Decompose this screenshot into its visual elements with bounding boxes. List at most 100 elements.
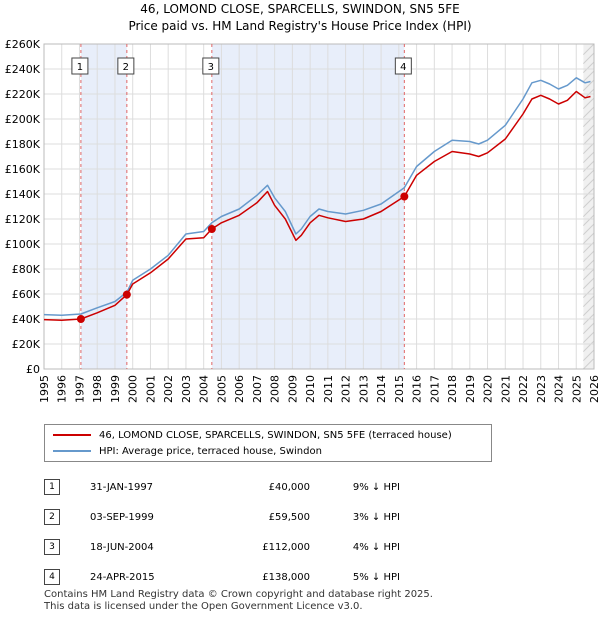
forecast-hatch — [583, 223, 595, 235]
sale-number-label: 4 — [400, 62, 406, 73]
table-row: 3 18-JUN-2004 £112,000 4% ↓ HPI — [44, 532, 400, 562]
legend-price-label: 46, LOMOND CLOSE, SPARCELLS, SWINDON, SN… — [99, 429, 452, 441]
forecast-hatch — [583, 295, 595, 307]
sale-price: £112,000 — [262, 541, 310, 553]
y-tick-label: £260K — [5, 38, 41, 51]
x-tick-label: 2020 — [482, 375, 495, 403]
y-tick-label: £220K — [5, 88, 41, 101]
forecast-hatch — [583, 43, 595, 55]
forecast-hatch — [583, 79, 595, 91]
x-tick-label: 1999 — [109, 375, 122, 403]
forecast-hatch — [583, 277, 595, 289]
y-tick-label: £80K — [12, 263, 41, 276]
x-tick-label: 2006 — [233, 375, 246, 403]
x-tick-label: 2002 — [162, 375, 175, 403]
x-tick-label: 2025 — [570, 375, 583, 403]
x-tick-label: 2023 — [535, 375, 548, 403]
forecast-hatch — [583, 268, 595, 280]
y-tick-label: £200K — [5, 113, 41, 126]
sale-number-box — [394, 57, 412, 75]
sale-hpi-diff: 5% ↓ HPI — [352, 571, 400, 583]
forecast-hatch — [583, 61, 595, 73]
forecast-hatch — [583, 178, 595, 190]
sales-table: 1 31-JAN-1997 £40,000 9% ↓ HPI 2 03-SEP-… — [44, 472, 400, 592]
sale-date: 31-JAN-1997 — [90, 481, 154, 493]
x-tick-label: 2016 — [411, 375, 424, 403]
table-row: 1 31-JAN-1997 £40,000 9% ↓ HPI — [44, 472, 400, 502]
x-tick-label: 1995 — [38, 375, 51, 403]
x-tick-label: 2001 — [144, 375, 157, 403]
sale-number-label: 3 — [208, 62, 214, 73]
sale-number-box — [117, 57, 135, 75]
y-tick-label: £100K — [5, 238, 41, 251]
shaded-period — [80, 44, 127, 369]
forecast-hatch — [583, 169, 595, 181]
forecast-hatch — [583, 115, 595, 127]
x-tick-label: 2014 — [375, 375, 388, 403]
sale-number-badge: 3 — [44, 539, 60, 555]
x-tick-label: 2026 — [588, 375, 600, 403]
chart-title: 46, LOMOND CLOSE, SPARCELLS, SWINDON, SN… — [140, 2, 460, 16]
y-tick-label: £140K — [5, 188, 41, 201]
x-tick-label: 1997 — [73, 375, 86, 403]
y-tick-label: £40K — [12, 313, 41, 326]
sale-price: £59,500 — [268, 511, 310, 523]
x-tick-label: 2012 — [340, 375, 353, 403]
sale-number-label: 1 — [77, 62, 83, 73]
legend-item-hpi: HPI: Average price, terraced house, Swin… — [53, 444, 322, 458]
forecast-hatch — [583, 160, 595, 172]
price-paid-line — [43, 90, 591, 322]
forecast-region — [583, 44, 594, 369]
price-chart: 1 2 3 4 £0 £20K £40K £60K £80K £100K £120K £140K £1… — [5, 38, 600, 403]
forecast-hatch — [583, 250, 595, 262]
sale-number-badge: 1 — [44, 479, 60, 495]
forecast-hatch — [583, 205, 595, 217]
y-tick-label: £160K — [5, 163, 41, 176]
sale-number-box — [202, 57, 220, 75]
forecast-hatch — [583, 97, 595, 109]
sale-number-badge: 4 — [44, 569, 60, 585]
x-tick-label: 2019 — [464, 375, 477, 403]
x-tick-label: 2005 — [215, 375, 228, 403]
forecast-hatch — [583, 133, 595, 145]
sale-point — [400, 192, 409, 201]
forecast-hatch — [583, 340, 595, 352]
x-tick-label: 2003 — [180, 375, 193, 403]
x-tick-label: 2007 — [251, 375, 264, 403]
x-tick-label: 2013 — [357, 375, 370, 403]
x-tick-label: 2015 — [393, 375, 406, 403]
x-tick-label: 2008 — [269, 375, 282, 403]
forecast-hatch — [583, 142, 595, 154]
x-tick-label: 2018 — [446, 375, 459, 403]
sale-hpi-diff: 9% ↓ HPI — [352, 481, 400, 493]
y-tick-label: £20K — [12, 338, 41, 351]
sale-price: £40,000 — [268, 481, 310, 493]
sale-point — [207, 225, 216, 233]
forecast-hatch — [583, 124, 595, 136]
price-line-swatch — [53, 434, 91, 436]
x-tick-label: 2024 — [553, 375, 566, 403]
y-tick-label: £60K — [12, 288, 41, 301]
y-tick-label: £240K — [5, 63, 41, 76]
forecast-hatch — [583, 358, 594, 370]
sale-date: 18-JUN-2004 — [90, 541, 154, 553]
forecast-hatch — [583, 196, 595, 208]
plot-border — [43, 43, 595, 370]
x-tick-label: 2000 — [127, 375, 140, 403]
y-tick-label: £0 — [26, 363, 40, 376]
forecast-hatch — [583, 52, 595, 64]
forecast-hatch — [583, 331, 595, 343]
sale-point — [122, 290, 131, 299]
forecast-hatch — [583, 187, 595, 199]
footer: Contains HM Land Registry data © Crown c… — [44, 589, 433, 613]
sale-date: 03-SEP-1999 — [90, 511, 154, 523]
x-tick-label: 2017 — [428, 375, 441, 403]
x-tick-label: 1998 — [91, 375, 104, 403]
legend: 46, LOMOND CLOSE, SPARCELLS, SWINDON, SN… — [44, 424, 492, 462]
sale-number-label: 2 — [123, 62, 129, 73]
sale-hpi-diff: 4% ↓ HPI — [352, 541, 400, 553]
x-tick-label: 2011 — [322, 375, 335, 403]
y-tick-label: £180K — [5, 138, 41, 151]
footer-copyright: Contains HM Land Registry data © Crown c… — [44, 589, 433, 600]
sale-number-box — [71, 57, 89, 75]
